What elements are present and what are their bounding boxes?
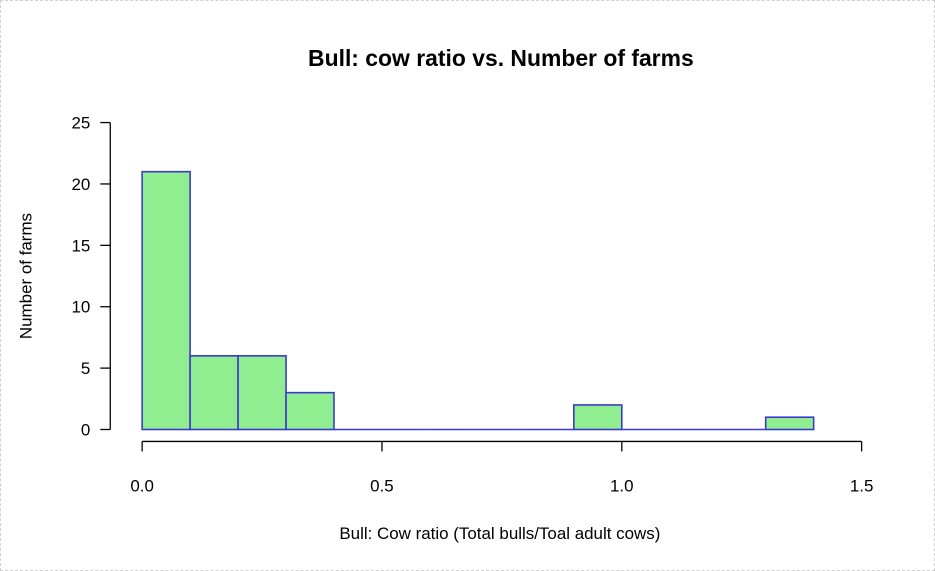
x-axis: 0.0 0.5 1.0 1.5: [130, 440, 874, 495]
y-tick-label: 25: [71, 114, 90, 133]
histogram-bar: [285, 391, 335, 431]
y-tick-label: 5: [81, 359, 90, 378]
x-tick-label: 1.5: [850, 476, 874, 495]
y-tick-label: 15: [71, 236, 90, 255]
y-axis: 0 5 10 15 20 25: [71, 114, 111, 439]
histogram-bar: [764, 416, 815, 431]
histogram-bar: [573, 404, 623, 431]
x-tick-label: 0.5: [370, 476, 394, 495]
histogram-bar: [189, 355, 239, 431]
y-tick-label: 0: [81, 420, 90, 439]
histogram-bar: [141, 170, 191, 431]
histogram-bars: [141, 170, 815, 431]
chart-title: Bull: cow ratio vs. Number of farms: [308, 45, 694, 71]
y-axis-label: Number of farms: [17, 213, 36, 339]
x-axis-label: Bull: Cow ratio (Total bulls/Toal adult …: [339, 524, 660, 543]
x-tick-label: 1.0: [610, 476, 634, 495]
y-tick-label: 10: [71, 298, 90, 317]
x-tick-label: 0.0: [130, 476, 154, 495]
y-tick-label: 20: [71, 175, 90, 194]
histogram-bar: [237, 355, 287, 431]
